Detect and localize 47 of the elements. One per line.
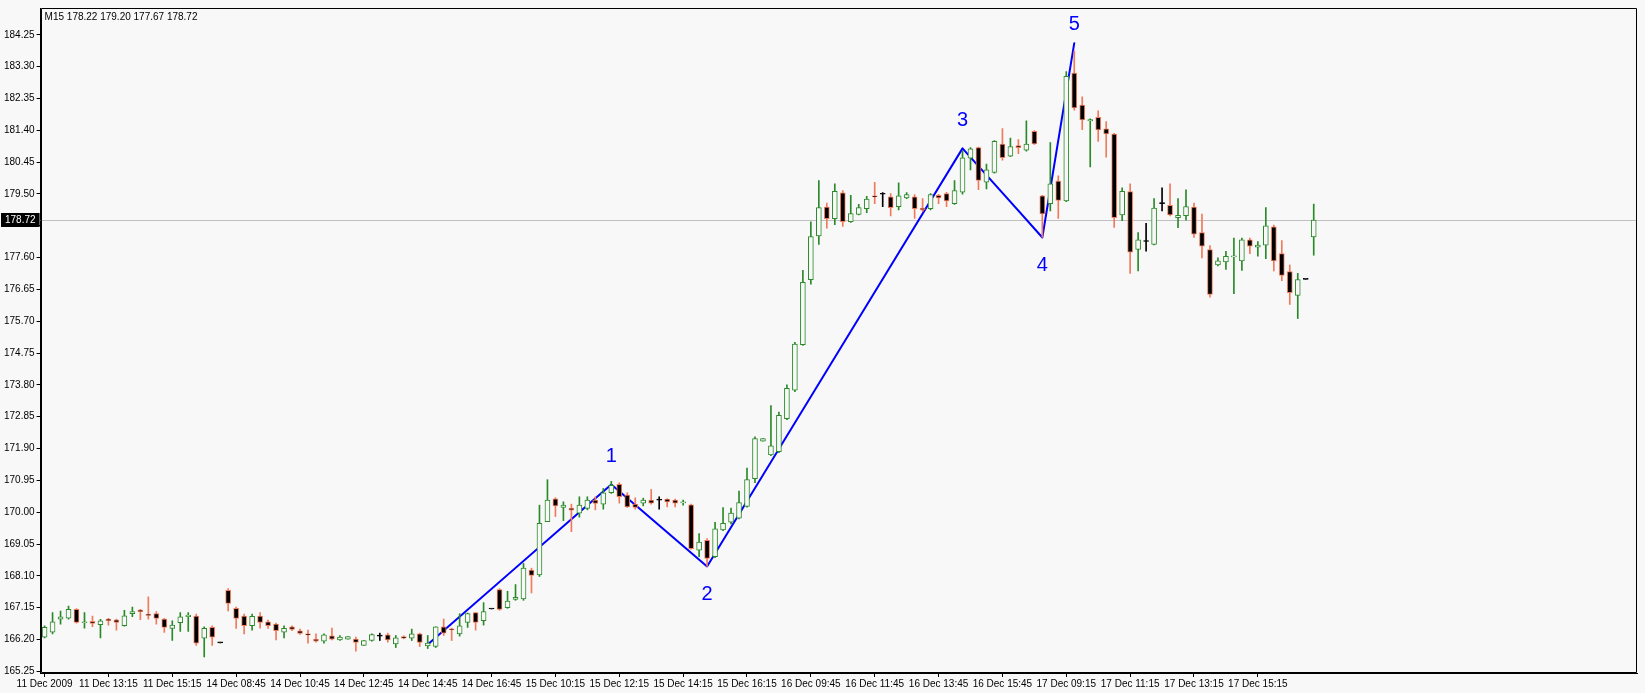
x-tick-label: 11 Dec 15:15 bbox=[142, 677, 203, 689]
y-tick-label: 168.10 bbox=[3, 569, 36, 581]
x-tick-label: 14 Dec 08:45 bbox=[206, 677, 267, 689]
y-tick-label: 182.35 bbox=[3, 92, 36, 104]
x-tick-label: 14 Dec 14:45 bbox=[397, 677, 458, 689]
x-tick-label: 17 Dec 09:15 bbox=[1036, 677, 1097, 689]
y-tick-label: 169.05 bbox=[3, 537, 36, 549]
y-tick-label: 166.20 bbox=[3, 633, 36, 645]
y-tick-label: 184.25 bbox=[3, 28, 36, 40]
y-tick-label: 176.65 bbox=[3, 283, 36, 295]
y-tick-label: 172.85 bbox=[3, 410, 36, 422]
annotation: 2 bbox=[701, 581, 713, 604]
chart-title: M15 178.22 179.20 177.67 178.72 bbox=[44, 10, 198, 22]
y-tick-label: 183.30 bbox=[3, 60, 36, 72]
y-tick-label: 174.75 bbox=[3, 346, 36, 358]
y-tick-label: 177.60 bbox=[3, 251, 36, 263]
x-tick-label: 15 Dec 14:15 bbox=[653, 677, 714, 689]
x-tick-label: 15 Dec 16:15 bbox=[717, 677, 778, 689]
annotation: 5 bbox=[1068, 11, 1080, 34]
x-tick-label: 14 Dec 10:45 bbox=[270, 677, 331, 689]
x-tick-label: 17 Dec 15:15 bbox=[1228, 677, 1289, 689]
x-tick-label: 16 Dec 15:45 bbox=[972, 677, 1033, 689]
annotation: 3 bbox=[956, 107, 969, 130]
y-tick-label: 175.70 bbox=[3, 314, 36, 326]
x-tick-label: 15 Dec 10:15 bbox=[525, 677, 586, 689]
x-tick-label: 14 Dec 16:45 bbox=[461, 677, 522, 689]
y-tick-label: 173.80 bbox=[3, 378, 36, 390]
y-tick-label: 180.45 bbox=[3, 155, 36, 167]
y-tick-label: 170.00 bbox=[3, 505, 36, 517]
x-tick-label: 15 Dec 12:15 bbox=[589, 677, 650, 689]
y-tick-label: 171.90 bbox=[3, 442, 36, 454]
x-tick-label: 11 Dec 2009 bbox=[16, 677, 73, 689]
x-tick-label: 16 Dec 13:45 bbox=[908, 677, 969, 689]
x-tick-label: 16 Dec 11:45 bbox=[845, 677, 905, 689]
y-tick-label: 181.40 bbox=[3, 124, 36, 136]
x-tick-label: 14 Dec 12:45 bbox=[334, 677, 395, 689]
y-tick-label: 179.50 bbox=[3, 187, 36, 199]
x-tick-label: 17 Dec 11:15 bbox=[1100, 677, 1160, 689]
ref-line-label: 178.72 bbox=[4, 214, 37, 226]
annotation: 1 bbox=[605, 443, 617, 466]
x-tick-label: 17 Dec 13:15 bbox=[1164, 677, 1225, 689]
y-tick-label: 170.95 bbox=[3, 474, 36, 486]
y-tick-label: 167.15 bbox=[3, 601, 36, 613]
y-tick-label: 165.25 bbox=[3, 665, 36, 677]
x-tick-label: 16 Dec 09:45 bbox=[781, 677, 842, 689]
annotation: 4 bbox=[1036, 253, 1048, 275]
x-tick-label: 11 Dec 13:15 bbox=[79, 677, 139, 689]
